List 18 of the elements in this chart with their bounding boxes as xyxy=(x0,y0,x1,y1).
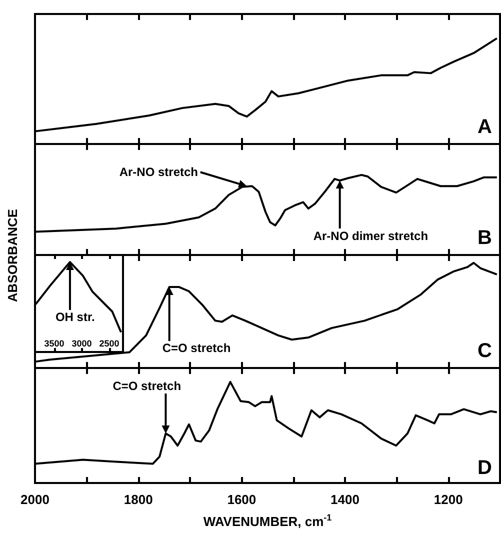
annotation: Ar-NO stretch xyxy=(119,165,198,180)
x-tick-label: 1200 xyxy=(434,492,463,507)
x-tick-label: 3500 xyxy=(44,338,64,348)
x-tick-label: 2000 xyxy=(20,492,50,507)
annotation: C xyxy=(478,340,492,363)
annotation: C=O stretch xyxy=(112,379,182,394)
x-tick-label: 1600 xyxy=(227,492,256,507)
annotation: Ar-NO dimer stretch xyxy=(313,228,428,243)
annotation: OH str. xyxy=(55,310,95,324)
y-axis-title: ABSORBANCE xyxy=(4,208,20,302)
annotation: C=O stretch xyxy=(162,341,231,356)
x-tick-label: 1800 xyxy=(124,492,153,507)
x-tick-label: 1400 xyxy=(330,492,360,507)
annotation: B xyxy=(478,227,492,250)
annotation: D xyxy=(478,457,492,480)
annotation: A xyxy=(478,116,492,139)
x-tick-label: 3000 xyxy=(72,338,92,348)
x-tick-label: 2500 xyxy=(99,338,120,348)
